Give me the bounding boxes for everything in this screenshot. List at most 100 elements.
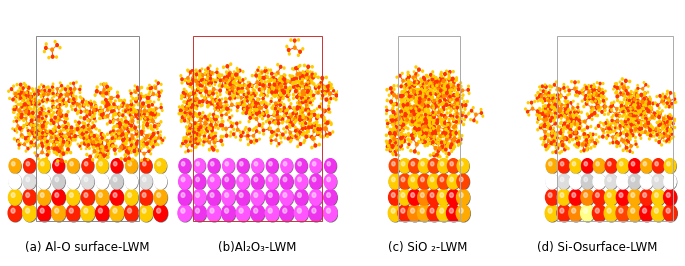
Circle shape bbox=[215, 81, 216, 83]
Circle shape bbox=[141, 159, 142, 161]
Circle shape bbox=[443, 148, 445, 151]
Circle shape bbox=[140, 147, 141, 149]
Circle shape bbox=[87, 119, 89, 122]
Circle shape bbox=[407, 107, 409, 110]
Circle shape bbox=[120, 146, 123, 149]
Circle shape bbox=[651, 107, 653, 110]
Circle shape bbox=[643, 177, 647, 182]
Circle shape bbox=[59, 47, 61, 49]
Circle shape bbox=[310, 102, 311, 104]
Circle shape bbox=[93, 115, 95, 117]
Circle shape bbox=[647, 134, 648, 135]
Circle shape bbox=[409, 159, 421, 173]
Circle shape bbox=[236, 110, 238, 112]
Circle shape bbox=[638, 122, 640, 124]
Circle shape bbox=[388, 205, 402, 221]
Circle shape bbox=[88, 143, 90, 146]
Circle shape bbox=[232, 81, 234, 85]
Circle shape bbox=[232, 82, 234, 84]
Circle shape bbox=[269, 103, 271, 105]
Circle shape bbox=[266, 205, 279, 222]
Circle shape bbox=[558, 144, 560, 146]
Circle shape bbox=[569, 121, 571, 123]
Circle shape bbox=[289, 86, 291, 88]
Circle shape bbox=[18, 117, 20, 119]
Circle shape bbox=[136, 149, 138, 152]
Circle shape bbox=[18, 127, 21, 130]
Circle shape bbox=[60, 155, 61, 157]
Circle shape bbox=[93, 125, 95, 127]
Circle shape bbox=[659, 95, 661, 97]
Circle shape bbox=[564, 108, 566, 110]
Circle shape bbox=[667, 90, 669, 92]
Circle shape bbox=[645, 103, 647, 106]
Circle shape bbox=[39, 128, 41, 130]
Circle shape bbox=[616, 174, 629, 189]
Circle shape bbox=[598, 89, 600, 92]
Circle shape bbox=[475, 113, 477, 116]
Circle shape bbox=[124, 133, 126, 135]
Circle shape bbox=[399, 94, 402, 98]
Circle shape bbox=[439, 139, 440, 142]
Circle shape bbox=[20, 115, 22, 118]
Circle shape bbox=[412, 137, 414, 140]
Circle shape bbox=[45, 94, 47, 95]
Circle shape bbox=[77, 113, 78, 115]
Circle shape bbox=[640, 109, 642, 112]
Circle shape bbox=[131, 145, 132, 147]
Circle shape bbox=[575, 116, 576, 118]
Circle shape bbox=[541, 97, 543, 98]
Circle shape bbox=[235, 136, 236, 138]
Circle shape bbox=[137, 121, 139, 123]
Circle shape bbox=[608, 193, 611, 197]
Circle shape bbox=[36, 88, 37, 90]
Circle shape bbox=[264, 103, 266, 105]
Circle shape bbox=[112, 119, 114, 121]
Circle shape bbox=[309, 116, 311, 118]
Circle shape bbox=[615, 142, 616, 144]
Circle shape bbox=[553, 140, 555, 142]
Circle shape bbox=[594, 89, 595, 90]
Circle shape bbox=[399, 142, 401, 145]
Circle shape bbox=[72, 101, 74, 104]
Circle shape bbox=[40, 94, 42, 96]
Circle shape bbox=[408, 79, 409, 81]
Circle shape bbox=[605, 159, 617, 173]
Circle shape bbox=[417, 99, 419, 101]
Circle shape bbox=[574, 124, 575, 126]
Circle shape bbox=[136, 110, 138, 113]
Circle shape bbox=[442, 102, 444, 104]
Circle shape bbox=[60, 99, 62, 102]
Circle shape bbox=[458, 140, 460, 142]
Circle shape bbox=[632, 134, 634, 137]
Circle shape bbox=[416, 118, 418, 120]
Circle shape bbox=[26, 162, 29, 166]
Circle shape bbox=[422, 129, 424, 132]
Circle shape bbox=[238, 91, 240, 93]
Circle shape bbox=[203, 140, 205, 143]
Circle shape bbox=[576, 129, 577, 131]
Circle shape bbox=[303, 114, 304, 117]
Circle shape bbox=[178, 205, 192, 221]
Circle shape bbox=[51, 135, 53, 138]
Circle shape bbox=[444, 95, 445, 97]
Circle shape bbox=[127, 112, 129, 114]
Circle shape bbox=[643, 105, 645, 107]
Circle shape bbox=[394, 129, 395, 131]
Circle shape bbox=[111, 144, 113, 147]
Circle shape bbox=[24, 159, 36, 173]
Circle shape bbox=[566, 94, 569, 96]
Circle shape bbox=[95, 142, 97, 143]
Circle shape bbox=[273, 120, 275, 122]
Circle shape bbox=[451, 94, 453, 97]
Circle shape bbox=[424, 130, 425, 131]
Circle shape bbox=[576, 114, 577, 115]
Circle shape bbox=[192, 91, 193, 92]
Circle shape bbox=[445, 90, 446, 92]
Circle shape bbox=[127, 147, 128, 149]
Circle shape bbox=[199, 143, 201, 145]
Circle shape bbox=[303, 118, 305, 121]
Circle shape bbox=[674, 118, 675, 120]
Circle shape bbox=[184, 88, 185, 90]
Circle shape bbox=[623, 126, 625, 128]
